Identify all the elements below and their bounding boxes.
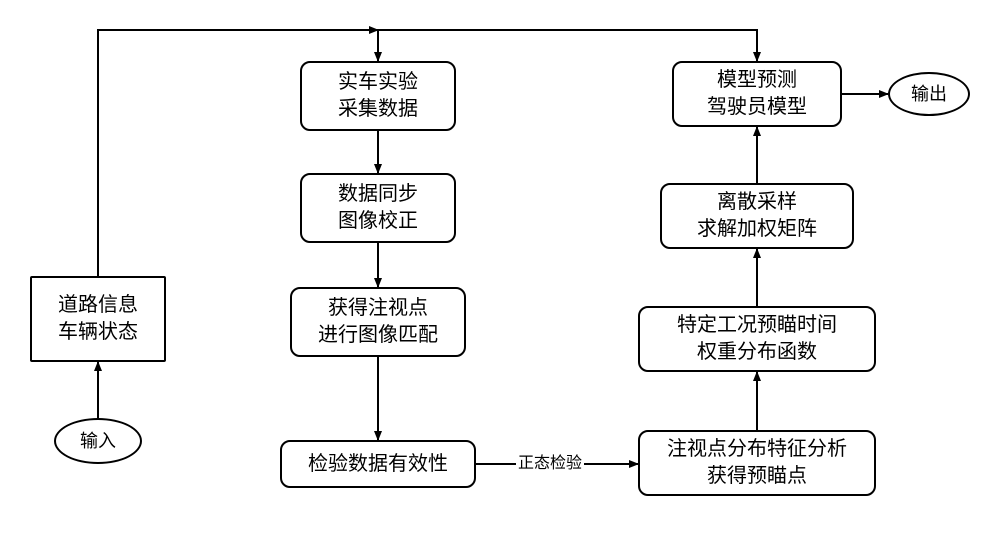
node-label: 输出	[911, 82, 947, 106]
node-label: 获得注视点进行图像匹配	[318, 295, 438, 349]
node-road_info: 道路信息车辆状态	[30, 276, 166, 362]
node-sync: 数据同步图像校正	[300, 173, 456, 243]
node-analysis: 注视点分布特征分析获得预瞄点	[638, 430, 876, 496]
node-sample: 离散采样求解加权矩阵	[660, 183, 854, 249]
node-label: 实车实验采集数据	[338, 69, 418, 123]
node-weight_fn: 特定工况预瞄时间权重分布函数	[638, 306, 876, 372]
node-label: 注视点分布特征分析获得预瞄点	[667, 436, 847, 490]
node-match: 获得注视点进行图像匹配	[290, 287, 466, 357]
node-label: 数据同步图像校正	[338, 181, 418, 235]
node-label: 特定工况预瞄时间权重分布函数	[677, 312, 837, 366]
node-label: 检验数据有效性	[308, 451, 448, 478]
node-collect: 实车实验采集数据	[300, 61, 456, 131]
node-output: 输出	[888, 72, 970, 116]
flowchart-canvas: 输入 道路信息车辆状态 实车实验采集数据数据同步图像校正获得注视点进行图像匹配检验数…	[0, 0, 1000, 560]
edge-label-7: 正态检验	[516, 449, 584, 473]
node-label: 输入	[80, 429, 116, 453]
node-validity: 检验数据有效性	[280, 440, 476, 488]
node-label: 离散采样求解加权矩阵	[697, 189, 817, 243]
edge-3	[378, 30, 757, 61]
node-label: 道路信息车辆状态	[58, 292, 138, 346]
node-model: 模型预测驾驶员模型	[672, 61, 842, 127]
node-label: 模型预测驾驶员模型	[707, 67, 807, 121]
node-input: 输入	[54, 418, 142, 464]
